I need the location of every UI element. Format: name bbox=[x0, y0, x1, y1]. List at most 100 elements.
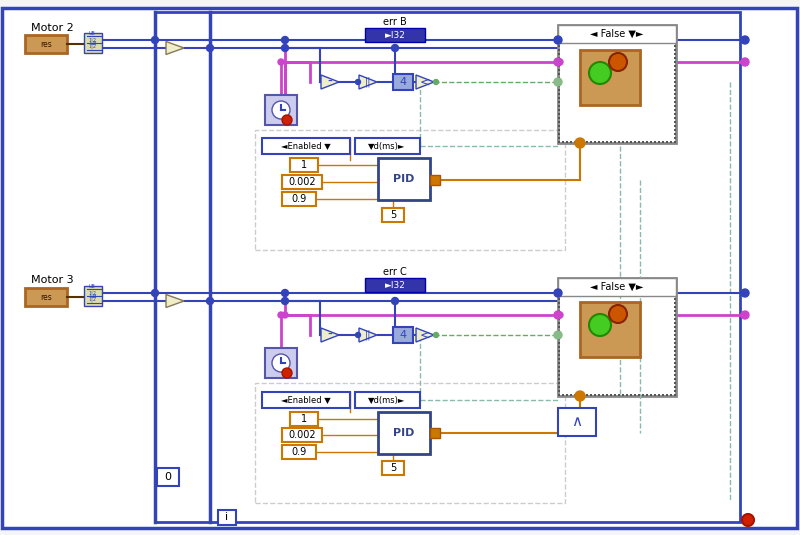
Bar bbox=[558, 129, 560, 131]
Circle shape bbox=[554, 331, 562, 339]
Bar bbox=[674, 53, 676, 55]
Bar bbox=[650, 141, 652, 143]
Circle shape bbox=[741, 36, 749, 44]
Bar bbox=[626, 141, 628, 143]
Bar bbox=[602, 278, 604, 280]
Bar bbox=[155, 12, 740, 522]
Text: UB: UB bbox=[89, 294, 97, 299]
Bar bbox=[626, 394, 628, 396]
Bar bbox=[558, 65, 560, 67]
Bar bbox=[393, 74, 413, 90]
Bar bbox=[662, 278, 664, 280]
Bar bbox=[658, 141, 660, 143]
Bar bbox=[674, 282, 676, 284]
Bar bbox=[662, 141, 664, 143]
Text: 5: 5 bbox=[390, 210, 396, 220]
Circle shape bbox=[557, 59, 563, 65]
Text: UB: UB bbox=[89, 41, 97, 45]
Bar bbox=[574, 278, 576, 280]
Text: <: < bbox=[420, 75, 430, 88]
Circle shape bbox=[282, 115, 292, 125]
Bar bbox=[393, 327, 413, 343]
Bar bbox=[594, 141, 596, 143]
Circle shape bbox=[282, 44, 289, 51]
Bar bbox=[558, 57, 560, 59]
Bar bbox=[365, 278, 425, 292]
Bar bbox=[558, 394, 560, 396]
Bar bbox=[558, 290, 560, 292]
Bar bbox=[674, 358, 676, 360]
Text: ∧: ∧ bbox=[571, 415, 582, 430]
Bar bbox=[574, 141, 576, 143]
Bar bbox=[570, 394, 572, 396]
Circle shape bbox=[272, 101, 290, 119]
Bar bbox=[558, 354, 560, 356]
Bar bbox=[674, 342, 676, 344]
Bar bbox=[558, 366, 560, 368]
Bar bbox=[610, 394, 612, 396]
Bar bbox=[674, 362, 676, 364]
Bar bbox=[666, 141, 668, 143]
Text: UB
1|2
1|2: UB 1|2 1|2 bbox=[88, 31, 96, 49]
Bar bbox=[566, 278, 568, 280]
Circle shape bbox=[589, 314, 611, 336]
Bar bbox=[614, 25, 616, 27]
Bar bbox=[606, 278, 608, 280]
Bar bbox=[558, 278, 560, 280]
Bar bbox=[674, 366, 676, 368]
Text: ◄ False ▼►: ◄ False ▼► bbox=[590, 282, 644, 292]
Bar bbox=[558, 362, 560, 364]
Bar bbox=[570, 141, 572, 143]
Bar bbox=[666, 394, 668, 396]
Bar bbox=[674, 306, 676, 308]
Bar bbox=[674, 318, 676, 320]
Circle shape bbox=[741, 311, 749, 319]
Bar bbox=[598, 278, 600, 280]
Bar bbox=[602, 25, 604, 27]
Text: ►I32: ►I32 bbox=[385, 30, 406, 40]
Polygon shape bbox=[321, 328, 339, 342]
Bar bbox=[650, 278, 652, 280]
Bar bbox=[574, 394, 576, 396]
Bar bbox=[642, 141, 644, 143]
Bar bbox=[594, 394, 596, 396]
Bar bbox=[618, 141, 620, 143]
Bar bbox=[558, 133, 560, 135]
Bar bbox=[562, 25, 564, 27]
Circle shape bbox=[151, 289, 158, 296]
Bar bbox=[262, 138, 350, 154]
Bar bbox=[558, 298, 560, 300]
Bar bbox=[650, 25, 652, 27]
Bar bbox=[558, 338, 560, 340]
Bar bbox=[25, 288, 67, 306]
Text: 0.002: 0.002 bbox=[288, 430, 316, 440]
Circle shape bbox=[282, 312, 288, 318]
Bar bbox=[558, 350, 560, 352]
Bar bbox=[558, 358, 560, 360]
Bar bbox=[382, 461, 404, 475]
Circle shape bbox=[278, 312, 284, 318]
Bar bbox=[558, 322, 560, 324]
Bar bbox=[574, 25, 576, 27]
Circle shape bbox=[272, 354, 290, 372]
Bar bbox=[610, 141, 612, 143]
Bar bbox=[355, 392, 420, 408]
Bar bbox=[562, 278, 564, 280]
Bar bbox=[290, 158, 318, 172]
Bar bbox=[558, 141, 560, 143]
Bar bbox=[626, 278, 628, 280]
Bar bbox=[558, 85, 560, 87]
Bar bbox=[674, 37, 676, 39]
Bar bbox=[590, 25, 592, 27]
Bar bbox=[650, 394, 652, 396]
Bar bbox=[662, 394, 664, 396]
Bar bbox=[265, 95, 297, 125]
Bar bbox=[670, 141, 672, 143]
Text: 0.9: 0.9 bbox=[291, 447, 306, 457]
Bar bbox=[642, 394, 644, 396]
Bar bbox=[630, 141, 632, 143]
Text: 5: 5 bbox=[390, 463, 396, 473]
Bar bbox=[642, 278, 644, 280]
Text: -: - bbox=[327, 75, 333, 89]
Bar bbox=[618, 25, 620, 27]
